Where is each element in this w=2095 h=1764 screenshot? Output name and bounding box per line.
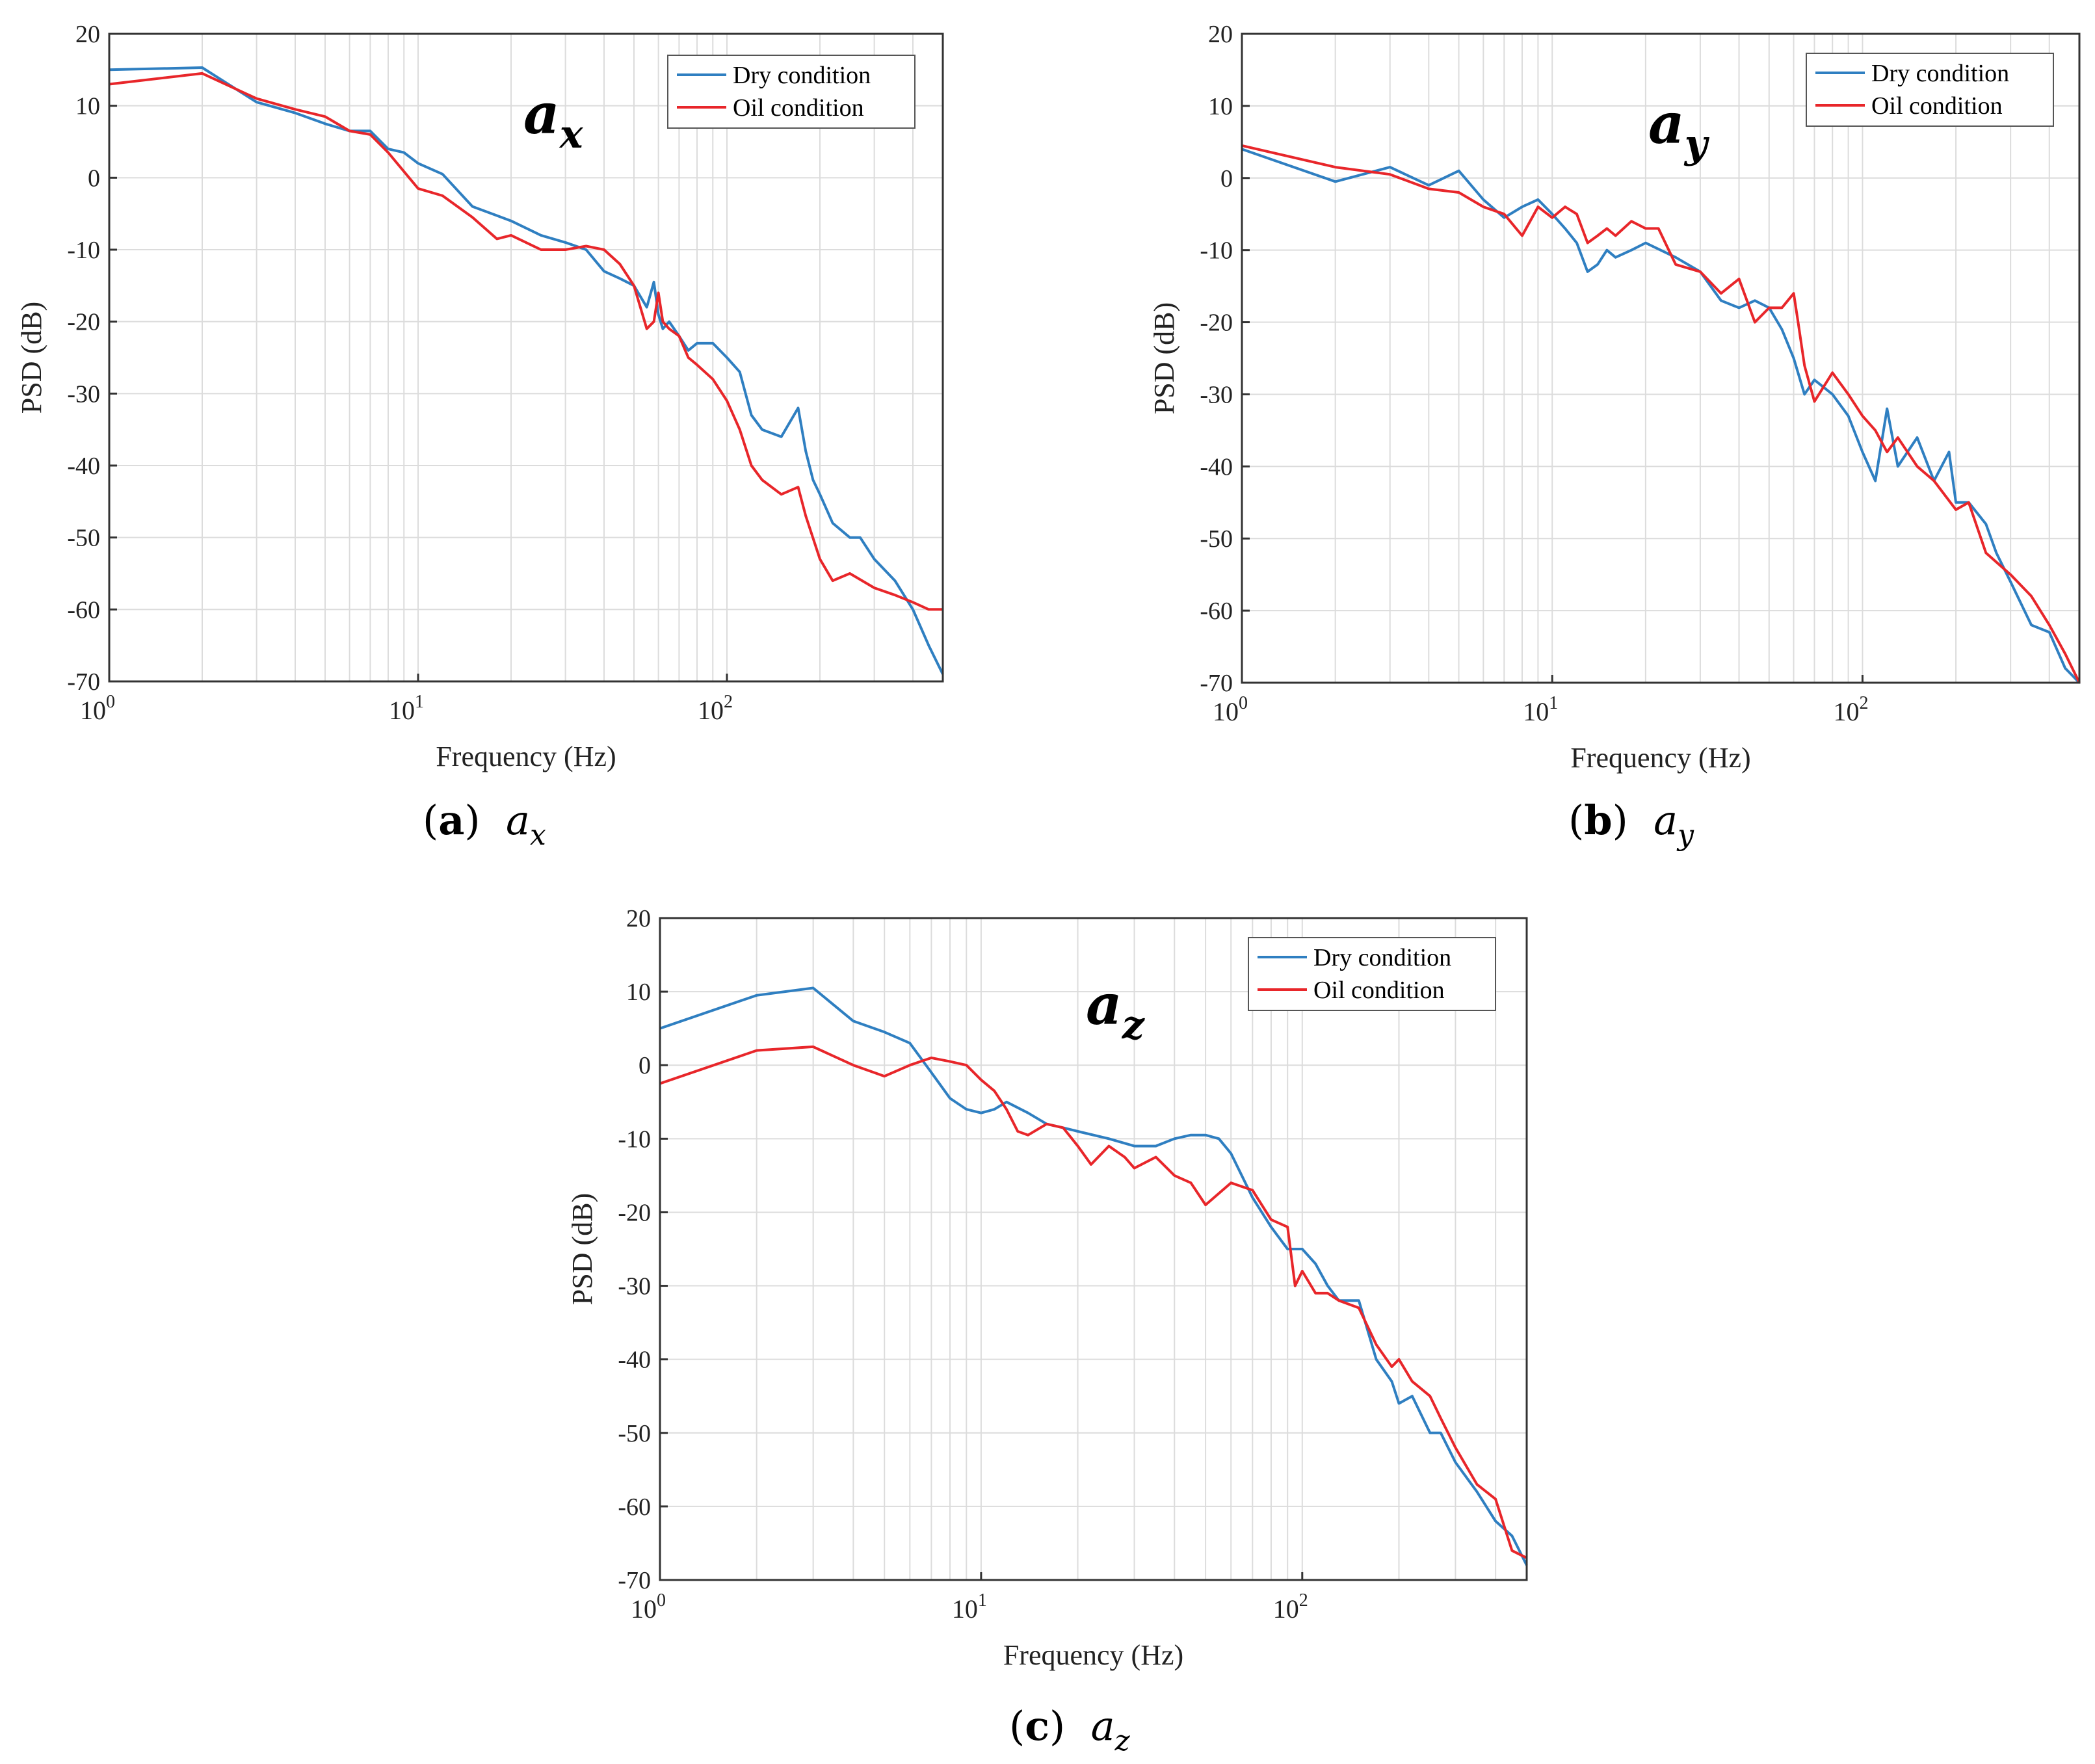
plot-area (109, 34, 943, 681)
y-tick-label: -60 (67, 596, 100, 624)
series-line-dry (109, 66, 944, 675)
x-tick-label: 101 (1523, 693, 1558, 726)
x-tick-label: 101 (952, 1590, 987, 1624)
y-tick-label: -50 (618, 1420, 651, 1447)
caption-sub: x (529, 819, 546, 852)
caption-b: (b) ay (1568, 796, 1694, 852)
series-line-dry (659, 986, 1528, 1566)
y-tick-label: -40 (618, 1347, 651, 1374)
y-tick-label: -20 (67, 309, 100, 336)
y-tick-label: -60 (1200, 598, 1233, 625)
caption-sub: z (1114, 1724, 1130, 1757)
panel-c: 20 10 0 -10 -20 -30 -40 -50 -60 -70 100 101 102 Frequ… (566, 884, 1529, 1764)
x-tick-label: 100 (1213, 693, 1248, 726)
legend: Dry condition Oil condition (667, 55, 916, 129)
y-tick-label: -70 (1200, 670, 1233, 697)
legend-label-oil: Oil condition (733, 94, 864, 122)
y-tick-label: -60 (618, 1494, 651, 1521)
panel-a: 20 10 0 -10 -20 -30 -40 -50 -60 -70 100 101 102 Frequ… (0, 0, 949, 852)
inset-variable-label: ax (523, 81, 584, 157)
y-tick-label: -70 (67, 668, 100, 696)
y-tick-label: -10 (1200, 237, 1233, 265)
y-tick-label: 10 (1208, 93, 1233, 120)
y-tick-label: 10 (626, 979, 651, 1006)
legend-label-oil: Oil condition (1313, 977, 1445, 1004)
x-tick-label: 101 (389, 692, 424, 725)
y-tick-label: -20 (618, 1199, 651, 1226)
inset-variable-label: ay (1648, 91, 1710, 167)
legend: Dry condition Oil condition (1806, 53, 2054, 127)
y-axis-title: PSD (dB) (1148, 302, 1180, 414)
panel-b: 20 10 0 -10 -20 -30 -40 -50 -60 -70 100 101 102 Frequ… (1131, 0, 2095, 852)
caption-letter: a (438, 796, 465, 844)
y-tick-label: -30 (618, 1273, 651, 1300)
legend-box (667, 55, 916, 129)
x-axis-title: Frequency (Hz) (436, 741, 616, 772)
y-tick-label: -40 (67, 453, 100, 480)
axes-box (659, 917, 1528, 1581)
legend-box (1806, 53, 2054, 127)
y-tick-label: -10 (67, 237, 100, 264)
caption-c: (c) az (1009, 1702, 1130, 1757)
caption-var: a (506, 796, 530, 844)
series-line-dry (1241, 148, 2081, 684)
y-tick-label: 0 (88, 165, 100, 192)
legend-label-dry: Dry condition (1313, 944, 1451, 971)
x-tick-label: 102 (1833, 693, 1868, 726)
y-tick-label: -40 (1200, 453, 1233, 480)
caption-a: (a) ax (423, 796, 546, 852)
grid (109, 33, 943, 682)
series-line-oil (109, 72, 943, 611)
caption-letter: b (1584, 796, 1613, 844)
y-tick-label: 0 (1220, 165, 1233, 192)
x-tick-label: 100 (631, 1590, 666, 1624)
series-line-oil (659, 1045, 1527, 1559)
y-tick-label: 20 (75, 21, 100, 48)
x-tick-label: 100 (80, 692, 115, 725)
axes-box (108, 33, 944, 683)
y-tick-label: -50 (67, 525, 100, 552)
x-axis-title: Frequency (Hz) (1003, 1639, 1183, 1671)
y-axis-title: PSD (dB) (566, 1193, 598, 1305)
caption-letter: c (1025, 1702, 1049, 1750)
legend-label-oil: Oil condition (1871, 92, 2003, 120)
y-tick-label: -70 (618, 1567, 651, 1594)
y-tick-label: 20 (1208, 21, 1233, 48)
x-axis-title: Frequency (Hz) (1570, 742, 1750, 774)
legend: Dry condition Oil condition (1248, 937, 1496, 1011)
caption-var: a (1654, 796, 1678, 844)
series-line-oil (1241, 144, 2081, 683)
caption-sub: y (1678, 819, 1694, 852)
axes-box (1241, 33, 2081, 684)
y-tick-label: -30 (67, 380, 100, 408)
x-tick-label: 102 (698, 692, 733, 725)
y-tick-label: -50 (1200, 525, 1233, 553)
legend-label-dry: Dry condition (1871, 60, 2009, 87)
inset-variable-label: az (1086, 972, 1146, 1048)
plot-area (660, 918, 1527, 1580)
x-tick-label: 102 (1273, 1590, 1308, 1624)
y-tick-label: -10 (618, 1126, 651, 1153)
y-axis-title: PSD (dB) (16, 302, 47, 414)
y-tick-label: 20 (626, 905, 651, 932)
y-tick-label: 10 (75, 93, 100, 120)
y-tick-label: -30 (1200, 381, 1233, 408)
caption-var: a (1090, 1702, 1115, 1750)
plot-area (1242, 34, 2079, 683)
legend-box (1248, 937, 1496, 1011)
legend-label-dry: Dry condition (733, 62, 871, 89)
y-tick-label: 0 (639, 1052, 651, 1079)
y-tick-label: -20 (1200, 309, 1233, 337)
